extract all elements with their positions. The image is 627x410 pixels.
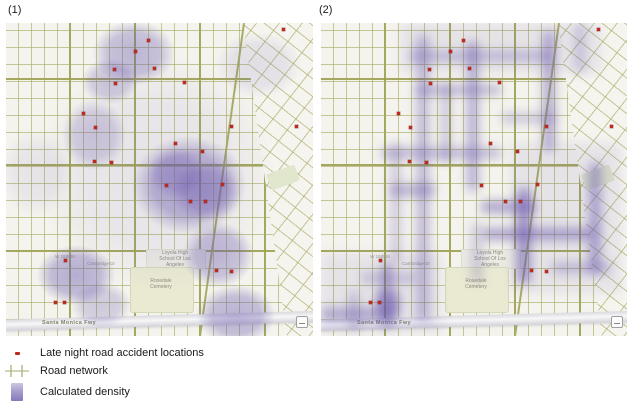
accident-location-point bbox=[378, 258, 382, 262]
accident-location-point bbox=[497, 80, 501, 84]
map-label-street-15th: W 15th St bbox=[55, 254, 75, 259]
accident-location-point bbox=[488, 141, 492, 145]
map-attribution-icon bbox=[611, 316, 623, 328]
accident-location-point bbox=[518, 199, 522, 203]
map-kernel-density: Loyola High School Of Los Angeles Rosedal… bbox=[6, 23, 313, 336]
accident-location-point bbox=[503, 199, 507, 203]
map-label-freeway: Santa Monica Fwy bbox=[42, 320, 97, 326]
legend-item-density: Calculated density bbox=[0, 383, 130, 401]
accident-location-point bbox=[182, 80, 186, 84]
accident-location-point bbox=[229, 269, 233, 273]
road-network-icon bbox=[0, 365, 34, 377]
accident-location-point bbox=[427, 67, 431, 71]
accident-location-point bbox=[152, 66, 156, 70]
cemetery-area bbox=[130, 267, 194, 313]
accident-location-point bbox=[62, 300, 66, 304]
accident-location-point bbox=[529, 268, 533, 272]
map-label-street-cambridge: Cambridge Dr bbox=[401, 261, 430, 266]
panel-1-label: (1) bbox=[8, 4, 22, 16]
accident-location-point bbox=[428, 81, 432, 85]
accident-location-point bbox=[164, 183, 168, 187]
accident-location-point bbox=[407, 159, 411, 163]
map-label-street-15th: W 15th St bbox=[370, 254, 390, 259]
accident-location-point bbox=[109, 160, 113, 164]
accident-location-point bbox=[515, 149, 519, 153]
legend-item-accidents: Late night road accident locations bbox=[0, 347, 204, 359]
accident-location-point bbox=[214, 268, 218, 272]
accident-location-point bbox=[448, 49, 452, 53]
panel-2-label: (2) bbox=[319, 4, 333, 16]
accident-location-point bbox=[281, 27, 285, 31]
accident-location-point bbox=[220, 182, 224, 186]
density-swatch-icon bbox=[0, 383, 34, 401]
accident-location-point bbox=[188, 199, 192, 203]
legend-label-density: Calculated density bbox=[40, 386, 130, 398]
accident-location-point bbox=[81, 111, 85, 115]
accident-location-point bbox=[596, 27, 600, 31]
accident-location-point bbox=[53, 300, 57, 304]
accident-location-point bbox=[535, 182, 539, 186]
accident-location-point bbox=[544, 124, 548, 128]
accident-location-point bbox=[112, 67, 116, 71]
accident-location-point bbox=[173, 141, 177, 145]
accident-location-point bbox=[294, 124, 298, 128]
map-label-freeway: Santa Monica Fwy bbox=[357, 320, 412, 326]
accident-location-point bbox=[461, 38, 465, 42]
accident-location-point bbox=[229, 124, 233, 128]
accident-location-point bbox=[396, 111, 400, 115]
map-label-school: Loyola High School Of Los Angeles bbox=[159, 250, 191, 268]
accident-location-point bbox=[377, 300, 381, 304]
accident-location-point bbox=[467, 66, 471, 70]
accident-location-point bbox=[479, 183, 483, 187]
accident-point-icon bbox=[0, 351, 34, 355]
accident-location-point bbox=[368, 300, 372, 304]
accident-location-point bbox=[93, 125, 97, 129]
accident-location-point bbox=[424, 160, 428, 164]
map-network-density: Loyola High School Of Los Angeles Rosedal… bbox=[321, 23, 627, 336]
map-attribution-icon bbox=[296, 316, 308, 328]
map-label-cemetery: Rosedale Cemetery bbox=[150, 278, 172, 290]
map-label-street-cambridge: Cambridge Dr bbox=[86, 261, 115, 266]
map-label-cemetery: Rosedale Cemetery bbox=[465, 278, 487, 290]
accident-location-point bbox=[203, 199, 207, 203]
accident-location-point bbox=[92, 159, 96, 163]
legend-label-accidents: Late night road accident locations bbox=[40, 347, 204, 359]
accident-location-point bbox=[544, 269, 548, 273]
accident-location-point bbox=[200, 149, 204, 153]
accident-location-point bbox=[63, 258, 67, 262]
accident-location-point bbox=[133, 49, 137, 53]
accident-location-point bbox=[408, 125, 412, 129]
legend-label-roads: Road network bbox=[40, 365, 108, 377]
legend-item-roads: Road network bbox=[0, 365, 108, 377]
map-label-school: Loyola High School Of Los Angeles bbox=[474, 250, 506, 268]
accident-location-point bbox=[146, 38, 150, 42]
accident-location-point bbox=[113, 81, 117, 85]
accident-location-point bbox=[609, 124, 613, 128]
cemetery-area bbox=[445, 267, 509, 313]
